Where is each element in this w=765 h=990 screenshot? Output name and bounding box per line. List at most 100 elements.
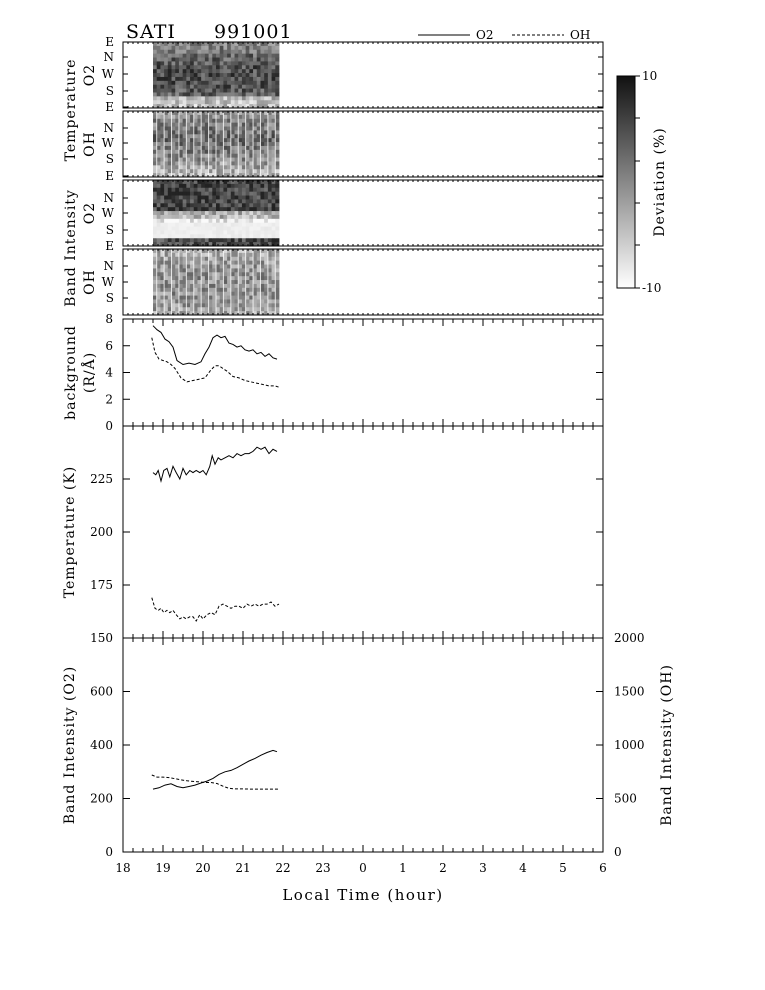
keogram-cell <box>275 157 280 162</box>
keogram-cell <box>193 169 198 174</box>
keogram-cell <box>234 252 239 258</box>
keogram-cell <box>175 187 180 193</box>
keogram-cell <box>171 42 176 47</box>
keogram-cell <box>223 169 228 174</box>
keogram-cell <box>219 165 224 170</box>
keogram-cell <box>156 111 161 116</box>
keogram-cell <box>190 222 195 227</box>
keogram-cell <box>275 187 280 193</box>
keogram-cell <box>219 145 224 151</box>
keogram-cell <box>230 80 235 86</box>
keogram-cell <box>197 211 202 216</box>
keogram-cell <box>230 49 235 55</box>
keogram-cell <box>190 211 195 216</box>
keogram-cell <box>267 264 272 269</box>
keogram-cell <box>153 61 158 66</box>
keogram-cell <box>234 242 239 247</box>
keogram-cell <box>153 130 158 135</box>
keogram-cell <box>260 207 265 212</box>
keogram-cell <box>253 222 258 227</box>
keogram-cell <box>153 183 158 189</box>
keogram-cell <box>223 165 228 170</box>
keogram-cell <box>208 92 213 97</box>
keogram-cell <box>171 126 176 131</box>
keogram-cell <box>271 100 276 105</box>
keogram-cell <box>164 180 169 185</box>
keogram-cell <box>204 61 209 66</box>
keogram-cell <box>253 114 258 120</box>
keogram-cell <box>156 299 161 304</box>
keogram-cell <box>275 183 280 189</box>
keogram-cell <box>175 180 180 185</box>
instrument-title: SATI <box>126 21 176 43</box>
keogram-cell <box>253 153 258 158</box>
keogram-cell <box>238 122 243 127</box>
keogram-cell <box>267 61 272 66</box>
keogram-cell <box>249 214 254 220</box>
keogram-cell <box>271 222 276 227</box>
keogram-cell <box>178 134 184 139</box>
keogram-cell <box>271 149 276 155</box>
keogram-cell <box>182 134 187 139</box>
keogram-cell <box>223 142 228 147</box>
keogram-cell <box>238 280 243 285</box>
keogram-cell <box>153 276 158 281</box>
keogram-cell <box>197 195 202 200</box>
keogram-cell <box>212 145 217 151</box>
keogram-cell <box>171 183 176 189</box>
keogram-cell <box>219 218 224 224</box>
keogram-cell <box>227 191 232 196</box>
keogram-cell <box>167 49 172 55</box>
keogram-cell <box>249 183 254 189</box>
keogram-cell <box>249 249 254 254</box>
keogram-cell <box>160 61 165 66</box>
keogram-cell <box>201 165 206 170</box>
keogram-cell <box>160 138 165 143</box>
keogram-cell <box>219 96 224 101</box>
keogram-cell <box>167 183 172 189</box>
keogram-cell <box>256 169 261 174</box>
keogram-cell <box>171 161 176 166</box>
keogram-cell <box>153 195 158 200</box>
keogram-cell <box>167 283 172 289</box>
keogram-cell <box>249 42 254 47</box>
keogram-cell <box>212 187 217 193</box>
keogram-cell <box>249 49 254 55</box>
keogram-cell <box>153 84 158 89</box>
keogram-cell <box>212 256 217 262</box>
keogram-cell <box>230 195 235 200</box>
keogram-cell <box>245 222 250 227</box>
panel-frame <box>122 637 604 853</box>
keogram-cell <box>271 183 276 189</box>
line-panels: 02468background(R/Å)150175200225250Tempe… <box>62 312 675 859</box>
keogram-cell <box>227 230 232 235</box>
keogram-cell <box>201 211 206 216</box>
keogram-cell <box>208 49 213 55</box>
keogram-row-label: E <box>105 35 114 49</box>
keogram-cell <box>171 61 176 66</box>
keogram-cell <box>245 111 250 116</box>
keogram-cell <box>253 53 258 58</box>
keogram-cell <box>178 211 184 216</box>
keogram-cell <box>193 276 198 281</box>
keogram-cell <box>212 76 217 82</box>
keogram-cell <box>160 211 165 216</box>
keogram-cell <box>197 169 202 174</box>
keogram-cell <box>190 307 195 312</box>
keogram-cell <box>219 88 224 93</box>
keogram-cell <box>153 264 158 269</box>
keogram-cell <box>175 61 180 66</box>
keogram-cell <box>156 242 161 247</box>
keogram-cell <box>208 226 213 231</box>
keogram-cell <box>227 287 232 293</box>
keogram-cell <box>171 268 176 273</box>
keogram-cell <box>245 230 250 235</box>
keogram-cell <box>153 199 158 204</box>
keogram-cell <box>219 100 224 105</box>
keogram-cell <box>201 88 206 93</box>
keogram-cell <box>230 142 235 147</box>
keogram-cell <box>223 65 228 70</box>
keogram-cell <box>216 214 221 220</box>
keogram-cell <box>238 153 243 158</box>
keogram-cell <box>230 153 235 158</box>
